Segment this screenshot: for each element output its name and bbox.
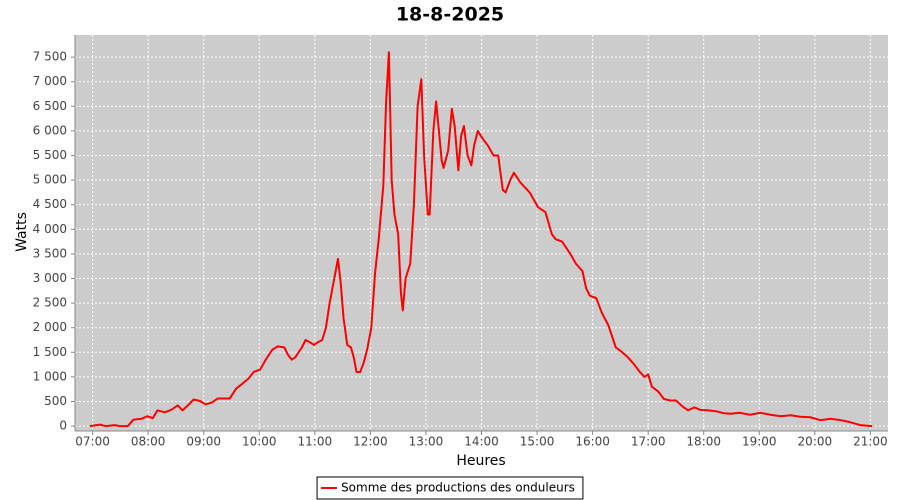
x-tick-label: 13:00 <box>409 435 444 449</box>
x-tick-label: 16:00 <box>575 435 610 449</box>
x-tick-label: 07:00 <box>75 435 110 449</box>
axes: 0 500 1 000 1 500 2 000 2 500 3 000 3 500 4 000 4… <box>33 35 888 449</box>
y-tick-label: 6 500 <box>33 99 67 113</box>
x-tick-label: 11:00 <box>298 435 333 449</box>
y-tick-label: 7 500 <box>33 50 67 64</box>
y-tick-label: 5 000 <box>33 173 67 187</box>
y-tick-label: 3 500 <box>33 246 67 260</box>
legend: Somme des productions des onduleurs <box>316 476 584 500</box>
x-tick-label: 14:00 <box>464 435 499 449</box>
y-tick-label: 2 000 <box>33 320 67 334</box>
grid <box>75 35 888 431</box>
x-tick-label: 21:00 <box>853 435 888 449</box>
y-tick-label: 7 000 <box>33 74 67 88</box>
y-tick-label: 0 <box>59 419 67 433</box>
x-tick-label: 10:00 <box>242 435 277 449</box>
x-tick-label: 20:00 <box>798 435 833 449</box>
y-tick-label: 6 000 <box>33 123 67 137</box>
y-tick-label: 2 500 <box>33 296 67 310</box>
y-tick-label: 4 500 <box>33 197 67 211</box>
x-tick-label: 19:00 <box>742 435 777 449</box>
marks <box>89 51 873 428</box>
x-axis-label: Heures <box>456 453 505 469</box>
y-tick-label: 1 000 <box>33 369 67 383</box>
chart-title: 18-8-2025 <box>396 4 504 26</box>
x-tick-label: 12:00 <box>353 435 388 449</box>
legend-label: Somme des productions des onduleurs <box>341 481 575 495</box>
x-tick-label: 18:00 <box>686 435 721 449</box>
legend-box <box>316 476 584 500</box>
y-axis-label: Watts <box>14 212 30 252</box>
y-tick-label: 1 500 <box>33 345 67 359</box>
x-tick-label: 08:00 <box>131 435 166 449</box>
y-tick-label: 5 500 <box>33 148 67 162</box>
series-line <box>89 51 873 428</box>
x-tick-label: 09:00 <box>186 435 221 449</box>
x-tick-label: 15:00 <box>520 435 555 449</box>
y-tick-label: 3 000 <box>33 271 67 285</box>
y-tick-label: 4 000 <box>33 222 67 236</box>
x-tick-label: 17:00 <box>631 435 666 449</box>
y-tick-label: 500 <box>44 394 67 408</box>
